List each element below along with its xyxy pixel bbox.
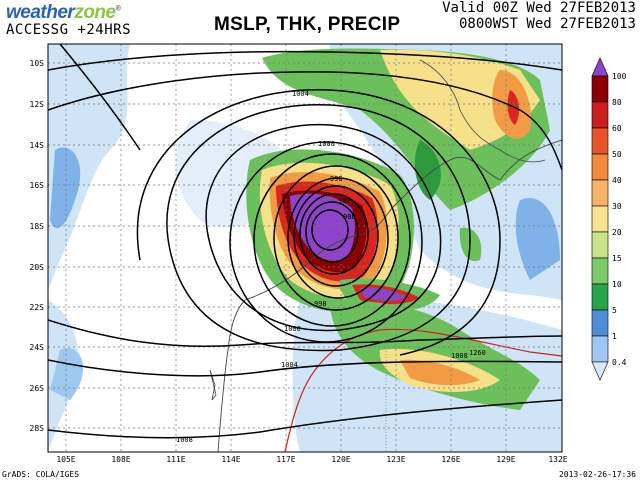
isobar-label: 1260 — [469, 349, 486, 357]
isobar-label: 1008 — [451, 352, 468, 360]
colorbar-label: 60 — [612, 124, 622, 133]
isobar-labels: 1004 1000 996 992 988 998 1000 1004 1008… — [176, 90, 486, 444]
lon-label: 111E — [166, 455, 185, 464]
colorbar-swatch — [591, 257, 609, 285]
chart-title: MSLP, THK, PRECIP — [214, 14, 401, 35]
lon-axis: 105E 108E 111E 114E 117E 120E 123E 126E … — [56, 455, 567, 464]
lon-label: 105E — [56, 455, 75, 464]
colorbar-label: 0.4 — [612, 358, 627, 367]
colorbar-label: 100 — [612, 72, 627, 81]
precip-field — [48, 44, 562, 452]
lat-label: 20S — [30, 263, 45, 272]
colorbar-swatch — [591, 205, 609, 233]
isobar-label: 1004 — [281, 361, 298, 369]
lon-label: 123E — [386, 455, 405, 464]
lat-label: 16S — [30, 181, 45, 190]
lat-label: 18S — [30, 222, 45, 231]
colorbar-swatch — [591, 231, 609, 259]
colorbar-swatch — [591, 127, 609, 155]
colorbar-swatch — [591, 335, 609, 363]
colorbar-label: 30 — [612, 202, 622, 211]
isobar-label: 992 — [338, 197, 351, 205]
precip-colorbar: 100 80 60 50 40 30 20 15 10 5 1 0.4 — [591, 57, 627, 381]
lat-label: 28S — [30, 424, 45, 433]
isobar-label: 1000 — [318, 140, 335, 148]
colorbar-swatch — [591, 101, 609, 129]
colorbar-label: 80 — [612, 98, 622, 107]
isobar-label: 988 — [343, 213, 356, 221]
model-run-label: ACCESSG +24HRS — [6, 22, 132, 38]
colorbar-label: 50 — [612, 150, 622, 159]
colorbar-label: 15 — [612, 254, 622, 263]
colorbar-label: 40 — [612, 176, 622, 185]
lon-label: 129E — [496, 455, 515, 464]
colorbar-cap-top — [591, 57, 609, 77]
colorbar-label: 5 — [612, 306, 617, 315]
isobar-label: 1000 — [284, 325, 301, 333]
valid-time-utc: Valid 00Z Wed 27FEB2013 — [442, 0, 636, 16]
lat-label: 12S — [30, 100, 45, 109]
colorbar-label: 20 — [612, 228, 622, 237]
isobar-label: 996 — [330, 175, 343, 183]
lon-label: 120E — [331, 455, 350, 464]
colorbar-swatch — [591, 179, 609, 207]
credit-label: GrADS: COLA/IGES — [2, 470, 80, 479]
lon-label: 108E — [111, 455, 130, 464]
colorbar-swatch — [591, 283, 609, 311]
lon-label: 117E — [276, 455, 295, 464]
lat-axis: 10S 12S 14S 16S 18S 20S 22S 24S 26S 28S — [30, 59, 45, 433]
colorbar-swatch — [591, 153, 609, 181]
lon-label: 126E — [441, 455, 460, 464]
lat-label: 14S — [30, 141, 45, 150]
colorbar-cap-bottom — [591, 361, 609, 381]
colorbar-label: 1 — [612, 332, 617, 341]
isobar-label: 998 — [314, 300, 327, 308]
lon-label: 132E — [548, 455, 567, 464]
lat-label: 26S — [30, 384, 45, 393]
valid-time-local: 0800WST Wed 27FEB2013 — [458, 16, 636, 32]
colorbar-swatch — [591, 309, 609, 337]
lon-label: 114E — [221, 455, 240, 464]
isobar-label: 1008 — [176, 436, 193, 444]
lat-label: 10S — [30, 59, 45, 68]
colorbar-swatch — [591, 75, 609, 103]
plot-frame — [47, 43, 563, 453]
lat-label: 22S — [30, 303, 45, 312]
colorbar-label: 10 — [612, 280, 622, 289]
valid-time: Valid 00Z Wed 27FEB2013 0800WST Wed 27FE… — [442, 0, 636, 32]
weatherzone-logo: weatherzone® — [6, 2, 121, 23]
timestamp-label: 2013-02-26-17:36 — [558, 470, 636, 479]
lat-label: 24S — [30, 343, 45, 352]
isobar-label: 1004 — [292, 90, 309, 98]
